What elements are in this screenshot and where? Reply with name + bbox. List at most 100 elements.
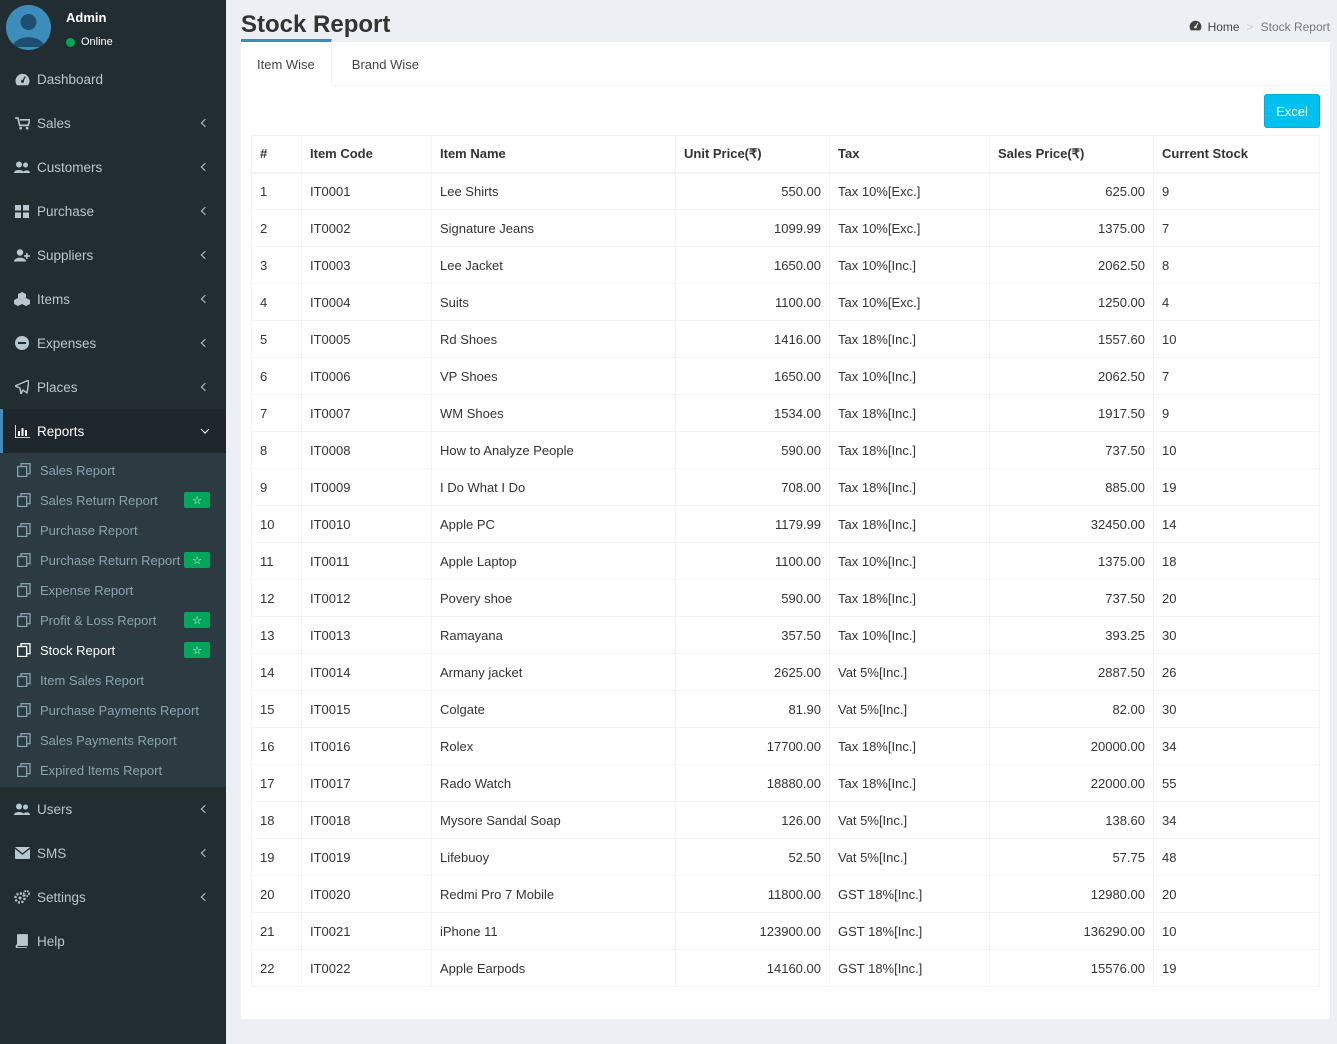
table-cell: IT0006 (301, 357, 432, 395)
table-cell: 625.00 (989, 172, 1154, 210)
table-cell: 17700.00 (675, 727, 830, 765)
submenu-item-expired-items-report[interactable]: Expired Items Report (0, 755, 226, 785)
table-cell: Apple Earpods (431, 949, 676, 987)
column-header[interactable]: # (251, 135, 302, 174)
table-cell: Mysore Sandal Soap (431, 801, 676, 839)
sidebar-item-items[interactable]: Items (0, 277, 226, 321)
cart-icon (14, 115, 30, 131)
table-cell: 126.00 (675, 801, 830, 839)
chevron-left-icon (200, 118, 210, 128)
table-cell: Tax 10%[Inc.] (829, 357, 990, 395)
submenu-item-sales-payments-report[interactable]: Sales Payments Report (0, 725, 226, 755)
table-row: 12 IT0012 Povery shoe 590.00 Tax 18%[Inc.] 73… (251, 579, 1320, 617)
submenu-item-item-sales-report[interactable]: Item Sales Report (0, 665, 226, 695)
submenu-item-sales-report[interactable]: Sales Report (0, 455, 226, 485)
table-cell: 52.50 (675, 838, 830, 876)
table-cell: 12980.00 (989, 875, 1154, 913)
sidebar-item-sms[interactable]: SMS (0, 831, 226, 875)
page-title: Stock Report (241, 11, 391, 38)
chevron-left-icon (200, 892, 210, 902)
sidebar-item-label: Dashboard (37, 71, 104, 87)
sidebar-item-suppliers[interactable]: Suppliers (0, 233, 226, 277)
sidebar-item-customers[interactable]: Customers (0, 145, 226, 189)
table-cell: 123900.00 (675, 912, 830, 950)
chevron-left-icon (200, 206, 210, 216)
sidebar-item-settings[interactable]: Settings (0, 875, 226, 919)
files-icon (17, 703, 31, 717)
files-icon (17, 733, 31, 747)
table-cell: Vat 5%[Inc.] (829, 653, 990, 691)
user-panel: Admin Online (0, 0, 226, 57)
table-cell: IT0004 (301, 283, 432, 321)
sidebar-item-dashboard[interactable]: Dashboard (0, 57, 226, 101)
sidebar-item-help[interactable]: Help (0, 919, 226, 963)
submenu-item-label: Expense Report (40, 582, 134, 598)
submenu-item-label: Item Sales Report (40, 672, 145, 688)
submenu-item-expense-report[interactable]: Expense Report (0, 575, 226, 605)
main-content: Stock Report Home > Stock Report Item Wi… (226, 0, 1337, 1044)
table-cell: Tax 10%[Exc.] (829, 209, 990, 247)
column-header[interactable]: Unit Price(₹) (675, 135, 830, 174)
submenu-item-purchase-return-report[interactable]: Purchase Return Report ☆ (0, 545, 226, 575)
users-icon (14, 159, 30, 175)
table-cell: 2887.50 (989, 653, 1154, 691)
excel-export-button[interactable]: Excel (1264, 94, 1320, 128)
table-cell: I Do What I Do (431, 468, 676, 506)
table-cell: 1250.00 (989, 283, 1154, 321)
table-cell: Apple Laptop (431, 542, 676, 580)
files-icon (17, 523, 31, 537)
table-cell: IT0007 (301, 394, 432, 432)
table-row: 17 IT0017 Rado Watch 18880.00 Tax 18%[Inc.] 2… (251, 764, 1320, 802)
table-cell: Lee Jacket (431, 246, 676, 284)
table-cell: IT0013 (301, 616, 432, 654)
table-cell: 12 (251, 579, 302, 617)
column-header[interactable]: Current Stock (1153, 135, 1320, 174)
table-cell: IT0011 (301, 542, 432, 580)
dashboard-icon (14, 71, 30, 87)
table-cell: Tax 18%[Inc.] (829, 431, 990, 469)
tab-item-wise[interactable]: Item Wise (241, 39, 332, 86)
submenu-item-stock-report[interactable]: Stock Report ☆ (0, 635, 226, 665)
avatar[interactable] (6, 5, 51, 50)
sidebar-item-places[interactable]: Places (0, 365, 226, 409)
table-cell: 57.75 (989, 838, 1154, 876)
column-header[interactable]: Tax (829, 135, 990, 174)
table-row: 13 IT0013 Ramayana 357.50 Tax 10%[Inc.] 393.2… (251, 616, 1320, 654)
column-header[interactable]: Item Code (301, 135, 432, 174)
table-cell: 26 (1153, 653, 1320, 691)
reports-submenu: Sales Report Sales Return Report ☆ Purch… (0, 453, 226, 787)
table-cell: Tax 18%[Inc.] (829, 727, 990, 765)
table-cell: IT0021 (301, 912, 432, 950)
table-header-row: # Item Code Item Name Unit Price(₹) Tax … (251, 135, 1320, 174)
table-cell: 18 (251, 801, 302, 839)
table-cell: 22 (251, 949, 302, 987)
table-cell: Signature Jeans (431, 209, 676, 247)
user-name: Admin (66, 10, 107, 25)
sidebar-item-purchase[interactable]: Purchase (0, 189, 226, 233)
sidebar-item-expenses[interactable]: Expenses (0, 321, 226, 365)
tab-brand-wise[interactable]: Brand Wise (351, 56, 419, 72)
table-cell: 2062.50 (989, 357, 1154, 395)
submenu-item-sales-return-report[interactable]: Sales Return Report ☆ (0, 485, 226, 515)
table-row: 21 IT0021 iPhone 11 123900.00 GST 18%[Inc.] 1… (251, 912, 1320, 950)
submenu-item-label: Sales Payments Report (40, 732, 177, 748)
sidebar-item-reports[interactable]: Reports (0, 409, 226, 453)
dashboard-icon (1189, 20, 1202, 34)
column-header[interactable]: Sales Price(₹) (989, 135, 1154, 174)
files-icon (17, 493, 31, 507)
table-cell: 1557.60 (989, 320, 1154, 358)
submenu-item-purchase-report[interactable]: Purchase Report (0, 515, 226, 545)
breadcrumb-home-link[interactable]: Home (1207, 20, 1240, 34)
table-cell: 10 (251, 505, 302, 543)
minus-circle-icon (14, 335, 30, 351)
table-row: 5 IT0005 Rd Shoes 1416.00 Tax 18%[Inc.] 1557.… (251, 320, 1320, 358)
submenu-item-profit-loss-report[interactable]: Profit & Loss Report ☆ (0, 605, 226, 635)
table-cell: 9 (1153, 172, 1320, 210)
sidebar-item-label: SMS (37, 845, 67, 861)
sidebar-item-users[interactable]: Users (0, 787, 226, 831)
submenu-item-purchase-payments-report[interactable]: Purchase Payments Report (0, 695, 226, 725)
star-icon: ☆ (192, 614, 202, 627)
column-header[interactable]: Item Name (431, 135, 676, 174)
sidebar-item-sales[interactable]: Sales (0, 101, 226, 145)
sidebar-item-label: Settings (37, 889, 86, 905)
